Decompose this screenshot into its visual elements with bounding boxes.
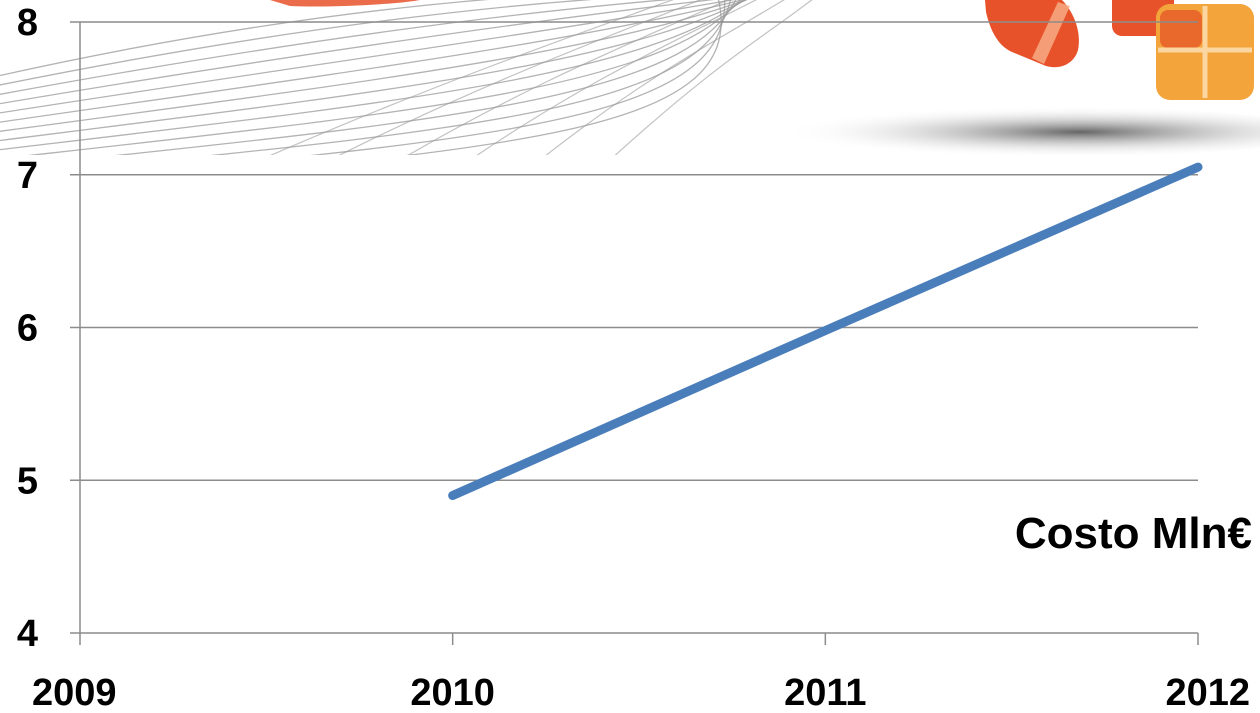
- swirl-line: [338, 0, 702, 155]
- swirl-line: [0, 0, 593, 86]
- swirl-line: [405, 0, 722, 155]
- axes: [79, 22, 1199, 645]
- swirl-line: [270, 0, 674, 155]
- series-group: [448, 162, 1203, 501]
- x-tick-label: 2009: [32, 672, 117, 713]
- swirl-line: [0, 0, 748, 132]
- swirl-line: [0, 0, 745, 151]
- swirl-line: [614, 0, 813, 155]
- swirl-line: [0, 0, 736, 114]
- y-tick-label: 7: [17, 155, 38, 197]
- swirl-line: [0, 0, 745, 123]
- swirl-line: [407, 0, 730, 155]
- amber-tile-inner: [1160, 10, 1202, 48]
- orange-tile-stripe: [1032, 2, 1070, 64]
- y-tick-label: 8: [17, 2, 38, 44]
- series-label: Costo Mln€: [1015, 509, 1252, 558]
- x-axis-tick-labels: 2009 2010 2011 2012: [32, 672, 1250, 713]
- swirl-line: [476, 0, 758, 155]
- decorative-banner: [0, 0, 1260, 155]
- orange-tiles-logo-icon: [985, 0, 1254, 100]
- y-tick-label: 4: [17, 613, 38, 655]
- x-tick-label: 2012: [1165, 672, 1250, 713]
- swirl-line: [211, 0, 731, 155]
- x-tick-label: 2010: [410, 672, 495, 713]
- x-tick-label: 2011: [784, 672, 866, 713]
- swirl-line: [0, 0, 748, 142]
- swirl-line: [309, 0, 726, 155]
- orange-brush-stroke: [270, 0, 420, 7]
- swirl-line: [545, 0, 785, 155]
- swirl-line: [27, 0, 742, 155]
- swirl-line: [0, 0, 715, 105]
- series-line: [448, 162, 1203, 501]
- banner-shadow: [720, 106, 1260, 155]
- gridlines: [70, 21, 1198, 634]
- y-tick-label: 6: [17, 308, 38, 350]
- y-axis-tick-labels: 4 5 6 7 8: [17, 2, 38, 655]
- swirl-lines-icon: [0, 0, 813, 155]
- swirl-line: [115, 0, 737, 155]
- swirl-line: [0, 0, 671, 95]
- y-tick-label: 5: [17, 460, 38, 502]
